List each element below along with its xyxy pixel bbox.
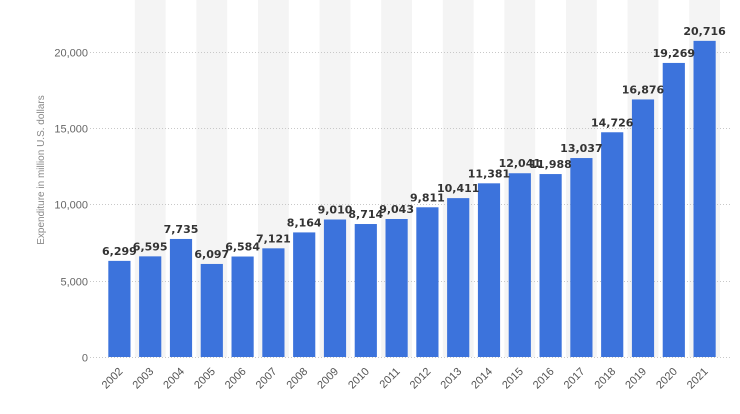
bar[interactable] xyxy=(231,256,254,357)
x-tick-label: 2018 xyxy=(593,366,619,392)
x-tick-label: 2010 xyxy=(346,366,372,392)
bars xyxy=(108,40,716,358)
data-label: 13,037 xyxy=(560,142,602,155)
bar[interactable] xyxy=(354,224,377,357)
data-label: 9,811 xyxy=(410,191,445,204)
data-label: 20,716 xyxy=(683,25,726,38)
bar[interactable] xyxy=(262,248,285,357)
data-label: 10,411 xyxy=(437,182,479,195)
data-label: 11,381 xyxy=(468,167,510,180)
data-label: 6,595 xyxy=(133,240,168,253)
bar[interactable] xyxy=(662,62,685,358)
data-label: 16,876 xyxy=(622,83,665,96)
bar[interactable] xyxy=(139,256,162,357)
bar[interactable] xyxy=(539,174,562,357)
y-tick-label: 10,000 xyxy=(54,200,88,212)
bar[interactable] xyxy=(508,173,531,357)
bar[interactable] xyxy=(601,132,624,357)
bar[interactable] xyxy=(477,183,501,357)
x-tick-label: 2017 xyxy=(562,366,588,392)
data-label: 6,097 xyxy=(194,248,229,261)
data-label: 8,164 xyxy=(287,216,322,229)
x-tick-label: 2006 xyxy=(223,366,249,392)
bar[interactable] xyxy=(169,238,193,357)
bar[interactable] xyxy=(416,207,439,357)
bar[interactable] xyxy=(108,260,131,357)
bar[interactable] xyxy=(693,40,716,357)
x-tick-label: 2002 xyxy=(100,366,126,392)
x-tick-label: 2005 xyxy=(192,366,218,392)
x-tick-label: 2009 xyxy=(315,366,341,392)
bar[interactable] xyxy=(293,232,316,357)
x-tick-label: 2008 xyxy=(285,366,311,392)
bar[interactable] xyxy=(323,219,347,357)
x-tick-label: 2014 xyxy=(469,366,495,392)
data-label: 7,735 xyxy=(164,223,199,236)
data-label: 6,299 xyxy=(102,245,137,258)
x-axis-ticks: 2002 2003 2004 2005 2006 2007 2008 2009 2010 2011… xyxy=(100,366,711,392)
x-tick-label: 2015 xyxy=(500,366,526,392)
x-tick-label: 2020 xyxy=(654,366,680,392)
bar[interactable] xyxy=(631,99,655,357)
data-label: 19,269 xyxy=(653,47,695,60)
data-label: 9,010 xyxy=(318,203,353,216)
bar[interactable] xyxy=(447,198,470,357)
data-label: 7,121 xyxy=(256,232,291,245)
x-tick-label: 2012 xyxy=(408,366,434,392)
data-label: 12,041 xyxy=(499,157,541,170)
data-label: 14,726 xyxy=(591,116,634,129)
y-axis-title: Expenditure in million U.S. dollars xyxy=(36,95,47,245)
y-axis-ticks: 0 5,000 10,000 15,000 20,000 xyxy=(54,48,88,365)
x-tick-label: 2004 xyxy=(161,366,187,392)
bar[interactable] xyxy=(570,158,593,357)
bar[interactable] xyxy=(200,263,223,357)
y-tick-label: 5,000 xyxy=(60,277,88,289)
x-tick-label: 2003 xyxy=(131,366,157,392)
x-tick-label: 2021 xyxy=(685,366,711,392)
bar[interactable] xyxy=(385,218,408,357)
x-tick-label: 2019 xyxy=(623,366,649,392)
data-label: 6,584 xyxy=(225,241,260,254)
x-tick-label: 2007 xyxy=(254,366,280,392)
x-tick-label: 2011 xyxy=(378,366,403,391)
x-tick-label: 2013 xyxy=(439,366,465,392)
x-tick-label: 2016 xyxy=(531,366,557,392)
data-label: 11,988 xyxy=(529,158,571,171)
data-label: 8,714 xyxy=(348,208,383,221)
y-tick-label: 0 xyxy=(82,353,88,365)
y-tick-label: 15,000 xyxy=(54,124,88,136)
y-tick-label: 20,000 xyxy=(54,48,88,60)
data-label: 9,043 xyxy=(379,203,414,216)
